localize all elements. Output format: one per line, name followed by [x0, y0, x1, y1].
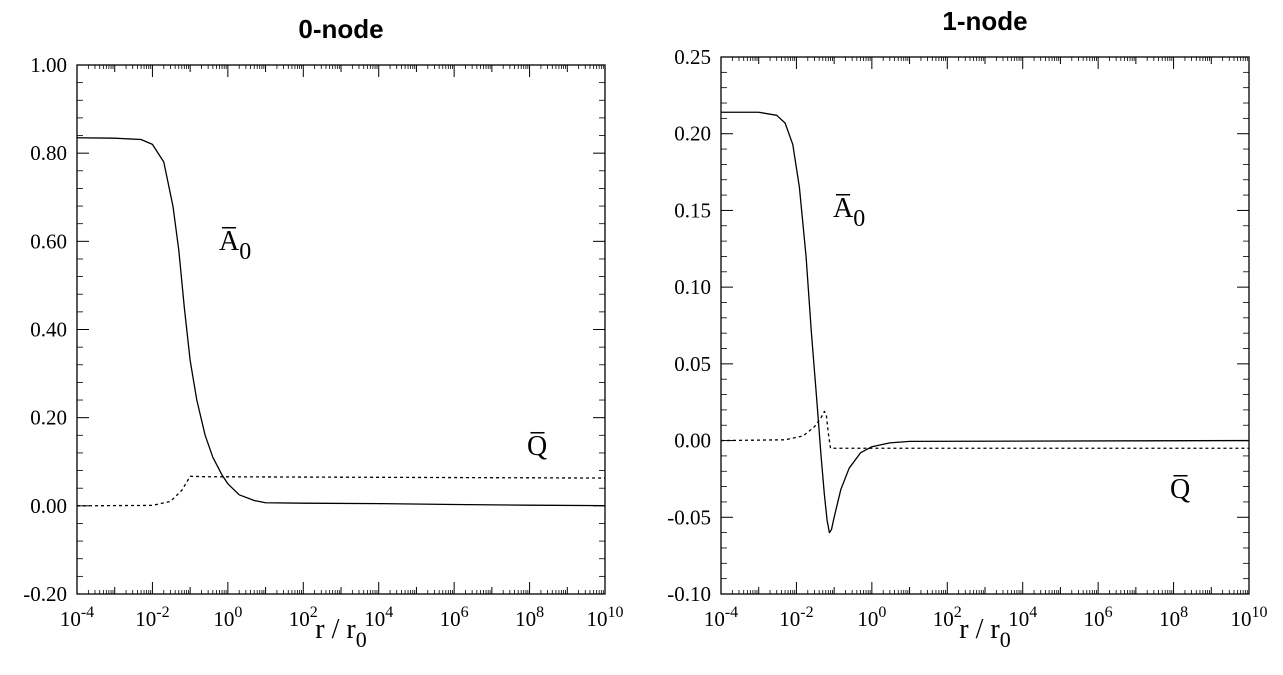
y-tick-label: -0.05: [667, 505, 711, 529]
x-tick-label: 108: [1159, 604, 1188, 631]
x-tick-label: 102: [933, 604, 962, 631]
x-tick-label: 108: [515, 604, 544, 631]
y-tick-label: 0.40: [30, 318, 67, 342]
y-tick-label: 0.15: [674, 198, 711, 222]
x-tick-label: 1010: [587, 604, 624, 631]
x-tick-label: 104: [1008, 604, 1037, 631]
series-line-A0: [76, 137, 606, 507]
chart-panel-0-node: 0-node 10-4 10-2 100 102 104 106 108 1010 -0.20 0.…: [23, 14, 623, 652]
x-tick-label: 100: [857, 604, 886, 631]
x-tick-label: 106: [440, 604, 469, 631]
series-label-Q: Q̅: [1170, 474, 1190, 505]
y-tick-label: 0.20: [674, 122, 711, 146]
y-tick-label: 0.10: [674, 275, 711, 299]
chart-title: 1-node: [942, 6, 1027, 36]
y-tick-label: 0.00: [30, 494, 67, 518]
x-tick-label: 1010: [1231, 604, 1268, 631]
y-tick-label: 0.05: [674, 352, 711, 376]
y-tick-label: 0.25: [674, 45, 711, 69]
series-line-Q: [720, 410, 1249, 449]
x-axis-label: r / r0: [315, 614, 366, 652]
x-tick-label: 100: [213, 604, 242, 631]
y-tick-label: -0.20: [23, 582, 67, 606]
plot-frame: [720, 56, 1250, 595]
series-label-Q: Q̅: [527, 431, 547, 462]
y-tick-label: -0.10: [667, 582, 711, 606]
y-tick-label: 0.60: [30, 229, 67, 253]
x-tick-label: 10-4: [704, 604, 738, 631]
x-axis-label: r / r0: [959, 614, 1010, 652]
y-tick-label: 1.00: [30, 53, 67, 77]
y-tick-label: 0.00: [674, 429, 711, 453]
plot-frame: [76, 64, 606, 595]
x-tick-label: 10-4: [60, 604, 94, 631]
y-tick-label: 0.80: [30, 141, 67, 165]
x-tick-label: 10-2: [779, 604, 813, 631]
series-label-A0: A̅0: [833, 193, 865, 232]
chart-title: 0-node: [298, 14, 383, 44]
y-tick-label: 0.20: [30, 406, 67, 430]
x-tick-label: 10-2: [135, 604, 169, 631]
series-line-Q: [76, 475, 606, 507]
x-tick-label: 102: [289, 604, 318, 631]
chart-panel-1-node: 1-node 10-4 10-2 100 102 104 106 108 1010 -0.10 -0…: [667, 6, 1267, 652]
series-line-A0: [721, 111, 1250, 534]
series-label-A0: A̅0: [219, 226, 251, 265]
x-tick-label: 104: [364, 604, 393, 631]
x-tick-label: 106: [1084, 604, 1113, 631]
